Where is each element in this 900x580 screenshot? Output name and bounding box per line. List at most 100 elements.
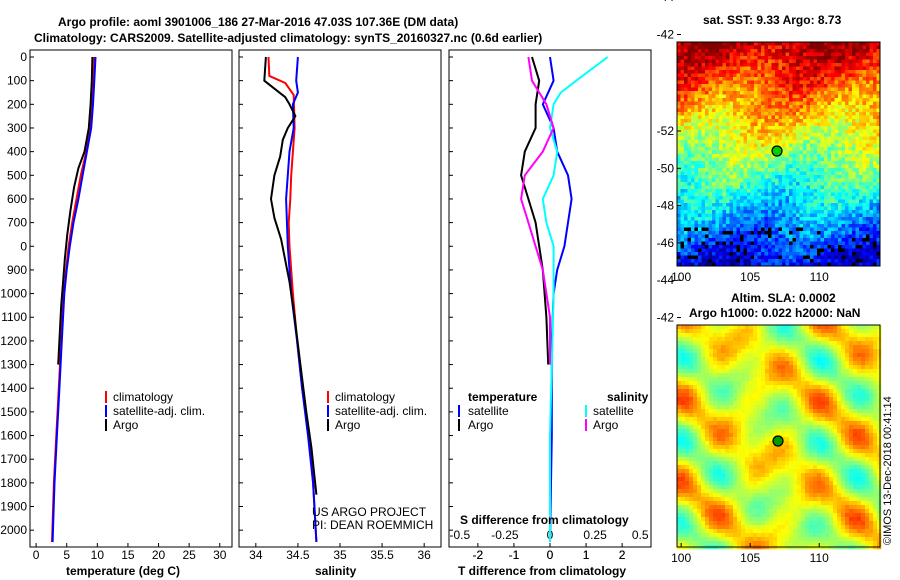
legend-title-temperature: temperature: [468, 390, 538, 404]
sst-map-cell: [736, 150, 741, 155]
sla-map-cell: [721, 353, 726, 358]
sla-map-cell: [701, 325, 706, 330]
difference-legend: temperature satellite Argo salinity sate…: [458, 390, 649, 432]
sst-map-cell: [831, 248, 835, 253]
sst-map-cell: [740, 80, 744, 85]
sst-map-cell: [701, 185, 706, 190]
sst-map-cell: [708, 84, 713, 88]
sst-map-cell: [757, 140, 762, 144]
sst-map-cell: [782, 108, 786, 113]
sst-map-cell: [873, 154, 877, 158]
sla-map-cell: [849, 333, 854, 338]
sst-map-cell: [726, 213, 730, 218]
sst-map-cell: [754, 245, 758, 249]
sst-map-cell: [771, 157, 776, 162]
sst-map-cell: [694, 42, 699, 46]
sla-map-cell: [685, 381, 690, 386]
sst-map-cell: [761, 112, 765, 116]
sst-map-cell: [782, 157, 786, 162]
sst-map-cell: [862, 171, 867, 176]
sst-map-cell: [810, 115, 814, 120]
sla-map-cell: [741, 341, 746, 346]
sst-map-cell: [852, 252, 856, 256]
sst-map-cell: [680, 178, 685, 183]
sla-map-cell: [701, 377, 706, 382]
sst-map-cell: [754, 122, 758, 127]
sst-map-cell: [866, 178, 870, 183]
sst-map-cell: [803, 213, 807, 218]
sst-map-cell: [810, 199, 814, 204]
sst-map-cell: [722, 77, 727, 81]
depth-tick-label: 1300: [0, 358, 27, 372]
sst-map-cell: [866, 168, 870, 172]
sst-map-cell: [708, 66, 713, 71]
sla-map-cell: [781, 401, 786, 406]
sst-map-cell: [799, 171, 804, 176]
sst-map-cell: [708, 252, 713, 256]
sst-map-cell: [719, 262, 723, 267]
sla-map-cell: [793, 353, 798, 358]
sla-map-cell: [845, 353, 850, 358]
sst-map-cell: [687, 115, 692, 120]
sst-map-cell: [712, 63, 716, 67]
sst-map-cell: [747, 227, 751, 232]
sst-map-cell: [761, 192, 765, 197]
sst-map-cell: [866, 119, 870, 123]
sla-map-cell: [689, 345, 694, 350]
sla-map-cell: [805, 357, 810, 362]
sst-map-cell: [701, 248, 706, 253]
sst-map-cell: [750, 175, 755, 179]
sst-map-cell: [736, 126, 741, 130]
sst-map-cell: [771, 70, 776, 74]
sla-map-cell: [789, 369, 794, 374]
sst-map-cell: [845, 262, 849, 267]
sst-map-cell: [876, 262, 881, 267]
sla-map-cell: [793, 405, 798, 410]
sst-map-cell: [712, 108, 716, 113]
sla-map-cell: [853, 365, 858, 370]
sst-map-cell: [680, 199, 685, 204]
sst-map-cell: [705, 70, 709, 74]
sla-map-cell: [689, 341, 694, 346]
sst-map-cell: [715, 56, 720, 60]
sst-map-cell: [684, 59, 688, 64]
sst-map-cell: [743, 168, 748, 172]
sst-map-cell: [866, 210, 870, 214]
sla-map-cell: [837, 389, 842, 394]
sst-map-cell: [796, 196, 800, 200]
sla-map-cell: [677, 409, 682, 414]
sst-map-cell: [862, 185, 867, 190]
sst-map-cell: [817, 115, 821, 120]
sst-map-cell: [684, 70, 688, 74]
sst-map-cell: [733, 238, 737, 242]
sst-map-cell: [705, 248, 709, 253]
sst-map-cell: [841, 248, 846, 253]
sst-map-cell: [803, 178, 807, 183]
sla-map-cell: [745, 401, 750, 406]
sla-map-cell: [873, 401, 878, 406]
sst-map-cell: [691, 42, 695, 46]
sla-map-cell: [833, 341, 838, 346]
sst-map-cell: [838, 224, 842, 228]
sst-map-cell: [750, 70, 755, 74]
sst-map-cell: [785, 227, 790, 232]
sst-map-cell: [855, 241, 860, 246]
sst-map-cell: [803, 45, 807, 50]
sla-map-cell: [753, 337, 758, 342]
sst-map-cell: [768, 185, 772, 190]
sst-map-cell: [866, 157, 870, 162]
sst-map-cell: [855, 178, 860, 183]
sst-map-cell: [736, 52, 741, 57]
sla-map-cell: [737, 381, 742, 386]
sst-map-cell: [810, 185, 814, 190]
sst-map-cell: [698, 108, 702, 113]
sst-map-cell: [824, 196, 828, 200]
sla-map-cell: [741, 353, 746, 358]
sla-map-cell: [721, 389, 726, 394]
sla-map-cell: [721, 341, 726, 346]
sst-map-cell: [694, 217, 699, 221]
sst-map-cell: [824, 234, 828, 239]
sst-map-cell: [722, 241, 727, 246]
sst-map-cell: [775, 248, 779, 253]
sst-map-cell: [827, 227, 832, 232]
